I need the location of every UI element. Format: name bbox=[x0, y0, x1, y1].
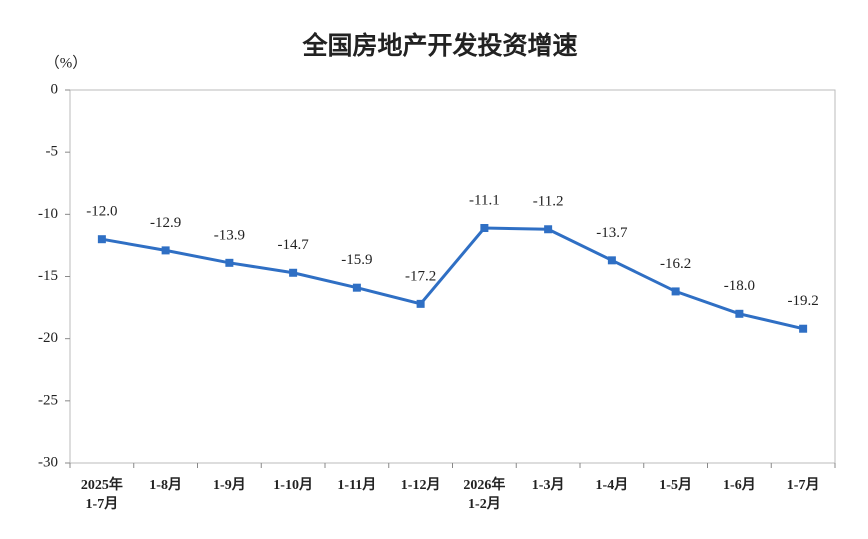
y-tick-label: -30 bbox=[38, 454, 58, 470]
y-tick-label: -20 bbox=[38, 330, 58, 346]
y-tick-label: 0 bbox=[51, 81, 59, 97]
x-tick-label-line: 1-6月 bbox=[723, 477, 756, 493]
x-tick-label: 1-6月 bbox=[723, 477, 756, 493]
x-tick-label-line: 2025年 bbox=[81, 476, 123, 493]
y-tick-label: -25 bbox=[38, 392, 58, 408]
x-tick-label-line: 1-4月 bbox=[596, 477, 629, 493]
data-point bbox=[97, 235, 106, 244]
value-label: -13.7 bbox=[596, 225, 628, 241]
data-point bbox=[225, 258, 234, 267]
x-tick-label-line: 2026年 bbox=[463, 476, 505, 493]
data-point bbox=[289, 268, 298, 277]
x-tick-label-line: 1-12月 bbox=[401, 477, 441, 493]
value-label: -18.0 bbox=[724, 278, 755, 294]
x-tick-label-line: 1-7月 bbox=[86, 496, 119, 512]
value-label: -12.9 bbox=[150, 215, 181, 231]
data-point bbox=[352, 283, 361, 292]
x-tick-label: 1-5月 bbox=[659, 477, 692, 493]
data-point bbox=[544, 225, 553, 234]
x-tick-label-line: 1-8月 bbox=[149, 477, 182, 493]
value-label: -16.2 bbox=[660, 256, 691, 272]
data-point bbox=[161, 246, 170, 255]
x-tick-label: 2026年 1-2月 bbox=[463, 476, 505, 512]
x-tick-label-line: 1-7月 bbox=[787, 477, 820, 493]
x-tick-label-line: 1-5月 bbox=[659, 477, 692, 493]
y-tick-label: -10 bbox=[38, 206, 58, 222]
x-tick-label: 1-3月 bbox=[532, 477, 565, 493]
data-point bbox=[480, 224, 489, 233]
value-label: -14.7 bbox=[278, 237, 310, 253]
data-line bbox=[101, 226, 804, 331]
x-tick-label: 1-11月 bbox=[337, 477, 376, 493]
value-label: -17.2 bbox=[405, 268, 436, 284]
value-label: -12.0 bbox=[86, 204, 117, 220]
x-tick-label: 1-7月 bbox=[787, 477, 820, 493]
y-tick-label: -5 bbox=[46, 144, 59, 160]
x-tick-label-line: 1-9月 bbox=[213, 477, 246, 493]
value-label: -15.9 bbox=[341, 252, 372, 268]
chart-title: 全国房地产开发投资增速 bbox=[301, 31, 577, 60]
x-tick-label-line: 1-3月 bbox=[532, 477, 565, 493]
x-tick-label: 1-10月 bbox=[273, 477, 313, 493]
data-point bbox=[671, 287, 680, 296]
data-point bbox=[607, 256, 616, 265]
x-tick-label-line: 1-10月 bbox=[273, 477, 313, 493]
y-tick-label: -15 bbox=[38, 268, 58, 284]
x-tick-label: 2025年 1-7月 bbox=[81, 476, 123, 512]
data-point bbox=[416, 299, 425, 308]
plot-frame bbox=[69, 89, 836, 464]
value-label: -11.1 bbox=[469, 192, 500, 208]
x-tick-label-line: 1-11月 bbox=[337, 477, 376, 493]
value-label: -11.2 bbox=[533, 194, 564, 210]
data-point bbox=[735, 309, 744, 318]
value-label: -13.9 bbox=[214, 227, 245, 243]
x-tick-label: 1-8月 bbox=[149, 477, 182, 493]
x-tick-label: 1-9月 bbox=[213, 477, 246, 493]
x-tick-label: 1-4月 bbox=[596, 477, 629, 493]
y-unit: （%） bbox=[45, 54, 88, 71]
value-label: -19.2 bbox=[788, 293, 819, 309]
data-point bbox=[799, 324, 808, 333]
x-tick-label: 1-12月 bbox=[401, 477, 441, 493]
x-tick-label-line: 1-2月 bbox=[468, 496, 501, 512]
